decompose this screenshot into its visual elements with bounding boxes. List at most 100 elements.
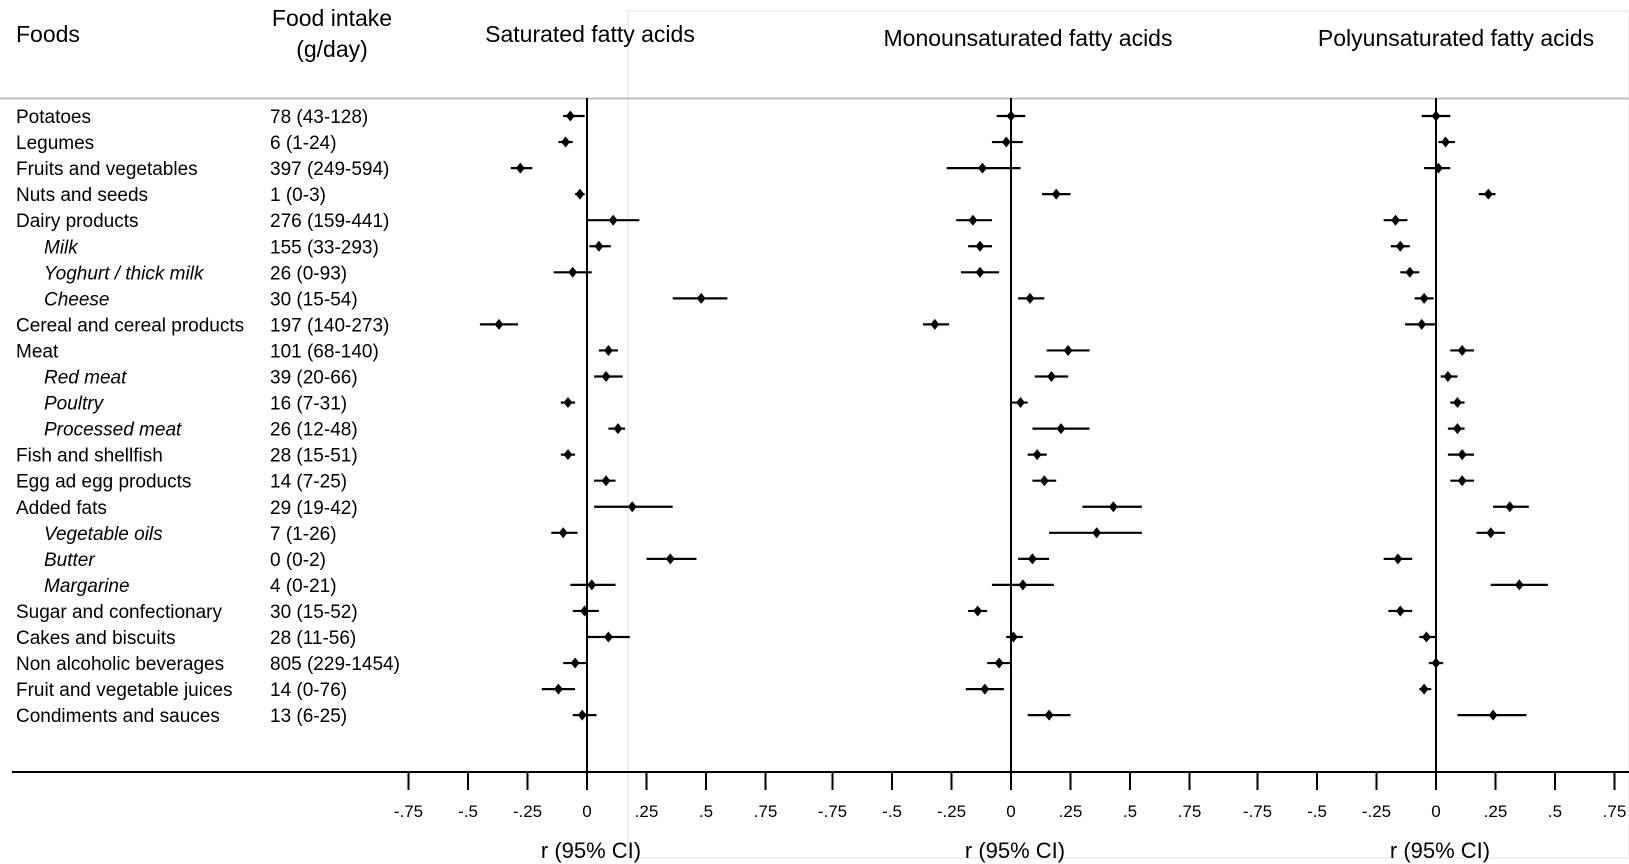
panel-3: Polyunsaturated fatty acids -.75 -.5 -.25 0.… xyxy=(1243,25,1626,863)
food-label: Cheese xyxy=(44,289,110,310)
panel-frame xyxy=(627,10,1629,859)
x-axis-title: r (95% CI) xyxy=(965,838,1065,863)
intake-value: 13 (6-25) xyxy=(270,706,347,727)
intake-value: 26 (0-93) xyxy=(270,263,347,284)
point-estimate xyxy=(1395,240,1405,252)
point-estimate xyxy=(608,214,618,226)
tick-label: 0 xyxy=(1431,802,1440,821)
point-estimate xyxy=(1056,423,1066,435)
intake-value: 6 (1-24) xyxy=(270,133,337,154)
intake-value: 7 (1-26) xyxy=(270,524,337,545)
point-estimate xyxy=(568,266,578,278)
point-estimate xyxy=(1063,344,1073,356)
point-estimate xyxy=(1044,709,1054,721)
point-estimate xyxy=(601,475,611,487)
panel-title: Saturated fatty acids xyxy=(485,21,695,47)
food-label: Butter xyxy=(44,550,95,571)
point-estimate xyxy=(975,266,985,278)
food-label: Fruit and vegetable juices xyxy=(16,680,233,701)
food-label: Yoghurt / thick milk xyxy=(44,263,205,284)
point-estimate xyxy=(1393,553,1403,565)
tick-label: .75 xyxy=(1603,802,1627,821)
point-estimate xyxy=(515,162,525,174)
food-label: Cereal and cereal products xyxy=(16,315,244,336)
point-estimate xyxy=(1419,683,1429,695)
food-label: Dairy products xyxy=(16,211,139,232)
intake-value: 28 (15-51) xyxy=(270,446,358,467)
point-estimate xyxy=(975,240,985,252)
point-estimate xyxy=(627,501,637,513)
tick-label: -.75 xyxy=(1243,802,1272,821)
point-estimate xyxy=(1405,266,1415,278)
tick-label: 0 xyxy=(1006,802,1015,821)
food-label: Vegetable oils xyxy=(44,524,163,545)
point-estimate xyxy=(1008,631,1018,643)
intake-header-line1: Food intake xyxy=(272,5,392,31)
food-label: Meat xyxy=(16,341,59,362)
x-axis-title: r (95% CI) xyxy=(1390,838,1490,863)
point-estimate xyxy=(930,318,940,330)
point-estimate xyxy=(587,579,597,591)
tick-label: .5 xyxy=(1548,802,1562,821)
tick-label: .25 xyxy=(635,802,659,821)
intake-value: 16 (7-31) xyxy=(270,394,347,415)
point-estimate xyxy=(1006,110,1016,122)
tick-label: .25 xyxy=(1484,802,1508,821)
point-estimate xyxy=(1431,110,1441,122)
food-label: Poultry xyxy=(44,394,105,415)
point-estimate xyxy=(1433,162,1443,174)
point-estimate xyxy=(1018,579,1028,591)
food-label: Added fats xyxy=(16,498,107,519)
point-estimate xyxy=(968,214,978,226)
point-estimate xyxy=(973,605,983,617)
food-label: Non alcoholic beverages xyxy=(16,654,224,675)
food-label: Potatoes xyxy=(16,107,91,128)
food-label: Sugar and confectionary xyxy=(16,602,222,623)
tick-label: .5 xyxy=(1123,802,1137,821)
point-estimate xyxy=(554,683,563,695)
intake-value: 30 (15-54) xyxy=(270,289,358,310)
point-estimate xyxy=(577,709,587,721)
point-estimate xyxy=(1486,527,1496,539)
tick-label: .75 xyxy=(1178,802,1202,821)
food-label: Egg ad egg products xyxy=(16,472,191,493)
point-estimate xyxy=(604,344,613,356)
point-estimate xyxy=(1016,397,1025,409)
point-estimate xyxy=(1441,136,1450,148)
tick-label: 0 xyxy=(582,802,591,821)
food-label: Fish and shellfish xyxy=(16,446,163,467)
intake-value: 29 (19-42) xyxy=(270,498,358,519)
food-label: Nuts and seeds xyxy=(16,185,148,206)
point-estimate xyxy=(994,657,1004,669)
point-estimate xyxy=(1028,553,1037,565)
panel-2: Monounsaturated fatty acids -.75 -.5 -.25 0.… xyxy=(818,25,1201,863)
food-label: Margarine xyxy=(44,576,130,597)
tick-label: .75 xyxy=(754,802,778,821)
point-estimate xyxy=(575,188,585,200)
intake-header-line2: (g/day) xyxy=(296,36,368,62)
point-estimate xyxy=(563,397,573,409)
point-estimate xyxy=(494,318,504,330)
intake-value: 78 (43-128) xyxy=(270,107,368,128)
point-estimate xyxy=(1453,423,1462,435)
point-estimate xyxy=(1505,501,1515,513)
food-label: Milk xyxy=(44,237,79,258)
food-label: Processed meat xyxy=(44,420,182,441)
food-label: Cakes and biscuits xyxy=(16,628,175,649)
point-estimate xyxy=(1391,214,1400,226)
panel-1: Saturated fatty acids -.75 -.5 -.25 0 .25 .5 .7… xyxy=(394,21,777,863)
point-estimate xyxy=(601,371,611,382)
point-estimate xyxy=(613,423,623,435)
tick-label: -.25 xyxy=(513,802,542,821)
intake-value: 276 (159-441) xyxy=(270,211,389,232)
intake-value: 14 (0-76) xyxy=(270,680,347,701)
panel-title: Monounsaturated fatty acids xyxy=(884,25,1173,51)
tick-label: .5 xyxy=(699,802,713,821)
point-estimate xyxy=(594,240,604,252)
intake-value: 4 (0-21) xyxy=(270,576,337,597)
point-estimate xyxy=(1457,344,1467,356)
intake-value: 26 (12-48) xyxy=(270,420,358,441)
intake-value: 30 (15-52) xyxy=(270,602,358,623)
point-estimate xyxy=(1417,318,1427,330)
